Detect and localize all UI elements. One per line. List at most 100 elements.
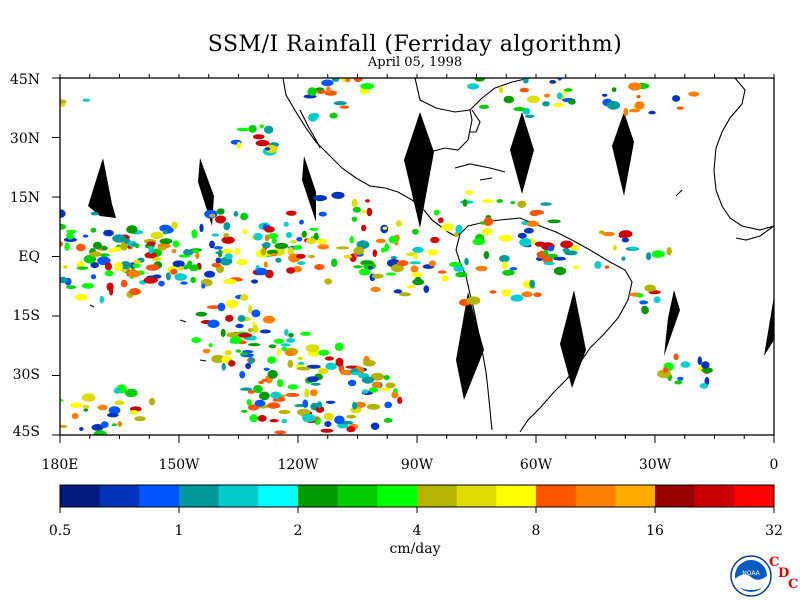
rain-cell (318, 211, 327, 217)
rain-cell (544, 93, 550, 98)
rain-cell (107, 248, 119, 253)
rain-cell (70, 402, 83, 409)
rain-cell (40, 287, 46, 296)
rain-cell (211, 262, 221, 268)
rain-cell (280, 394, 286, 398)
rain-cell (362, 360, 376, 367)
rain-cell (275, 257, 282, 263)
rain-cell (60, 223, 67, 230)
rain-cell (172, 260, 185, 268)
rain-cell (267, 369, 278, 379)
rain-cell (384, 401, 393, 409)
rain-cell (606, 100, 621, 110)
rain-cell (170, 268, 178, 275)
rain-cell (183, 249, 194, 256)
rain-cell (254, 399, 266, 407)
rain-cell (145, 264, 160, 271)
rain-cell (286, 267, 296, 274)
rain-cell (371, 381, 382, 389)
rain-cell (388, 235, 398, 244)
rain-cell (32, 233, 38, 239)
rain-cell (132, 263, 141, 268)
rain-cell (306, 364, 321, 369)
rain-cell (552, 102, 565, 108)
rain-cell (662, 367, 669, 373)
rain-cell (390, 256, 398, 260)
rain-cell (534, 241, 546, 247)
rain-cell (236, 258, 248, 266)
rain-cell (82, 98, 91, 102)
rain-cell (329, 112, 338, 119)
rain-cell (430, 236, 440, 244)
rain-cell (653, 296, 661, 304)
rain-cell (380, 247, 386, 253)
rain-cell (263, 261, 268, 268)
rain-cell (236, 127, 250, 132)
rain-cell (259, 124, 264, 129)
rain-cell (672, 95, 681, 102)
rain-cell (330, 258, 338, 267)
rain-cell (17, 235, 30, 244)
rain-cell (549, 80, 556, 84)
rain-cell (11, 266, 20, 271)
rain-cell (158, 280, 165, 287)
rain-cell (312, 69, 320, 78)
rain-cell (49, 234, 59, 243)
rain-cell (285, 392, 300, 397)
rain-cell (253, 385, 263, 393)
rain-cell (71, 413, 79, 420)
rain-cell (255, 139, 270, 147)
rain-cell (510, 201, 516, 205)
rain-cell (645, 252, 652, 261)
rain-cell (271, 238, 277, 244)
rain-cell (215, 257, 222, 264)
rain-cell (29, 100, 41, 104)
rain-cell (148, 245, 154, 255)
lon-label-30w: 30W (638, 457, 672, 473)
rain-cell (221, 236, 235, 244)
rain-cell (300, 331, 312, 336)
rain-cell (334, 342, 344, 351)
rain-cell (334, 415, 345, 425)
rain-cell (382, 226, 388, 230)
rain-cell (165, 272, 171, 281)
rain-cell (293, 245, 303, 250)
rain-cell (472, 238, 486, 246)
rain-cell (208, 343, 213, 348)
rain-cell (267, 233, 279, 239)
rain-cell (378, 387, 391, 391)
rain-cell (543, 249, 549, 256)
rain-cell (104, 270, 114, 277)
rain-cell (644, 284, 656, 292)
rain-cell (296, 253, 306, 259)
rain-cell (225, 299, 239, 309)
rain-cell (83, 254, 97, 264)
rain-cell (34, 96, 38, 102)
rain-cell (223, 222, 231, 231)
rain-cell (316, 401, 323, 409)
rain-cell (0, 214, 4, 221)
rain-cell (315, 87, 324, 91)
rain-cell (223, 233, 229, 238)
rain-cell (414, 276, 422, 284)
rain-cell (527, 95, 540, 104)
rain-cell (201, 283, 206, 289)
rain-cell (235, 349, 241, 353)
rain-cell (209, 213, 216, 218)
rain-cell (75, 243, 86, 252)
rain-cell (213, 246, 223, 250)
rain-cell (127, 269, 141, 278)
rain-cell (82, 234, 89, 238)
rain-cell (349, 235, 354, 244)
rain-cell (397, 396, 403, 404)
map-date: April 05, 1998 (367, 55, 463, 70)
rain-cell (146, 241, 156, 246)
rain-cell (361, 376, 375, 384)
rain-cell (251, 309, 261, 318)
rain-cell (283, 221, 289, 227)
rain-cell (528, 55, 532, 58)
rain-cell (184, 264, 190, 269)
rain-cell (151, 257, 162, 261)
rain-cell (353, 265, 363, 269)
lon-label-180e: 180E (41, 457, 79, 473)
